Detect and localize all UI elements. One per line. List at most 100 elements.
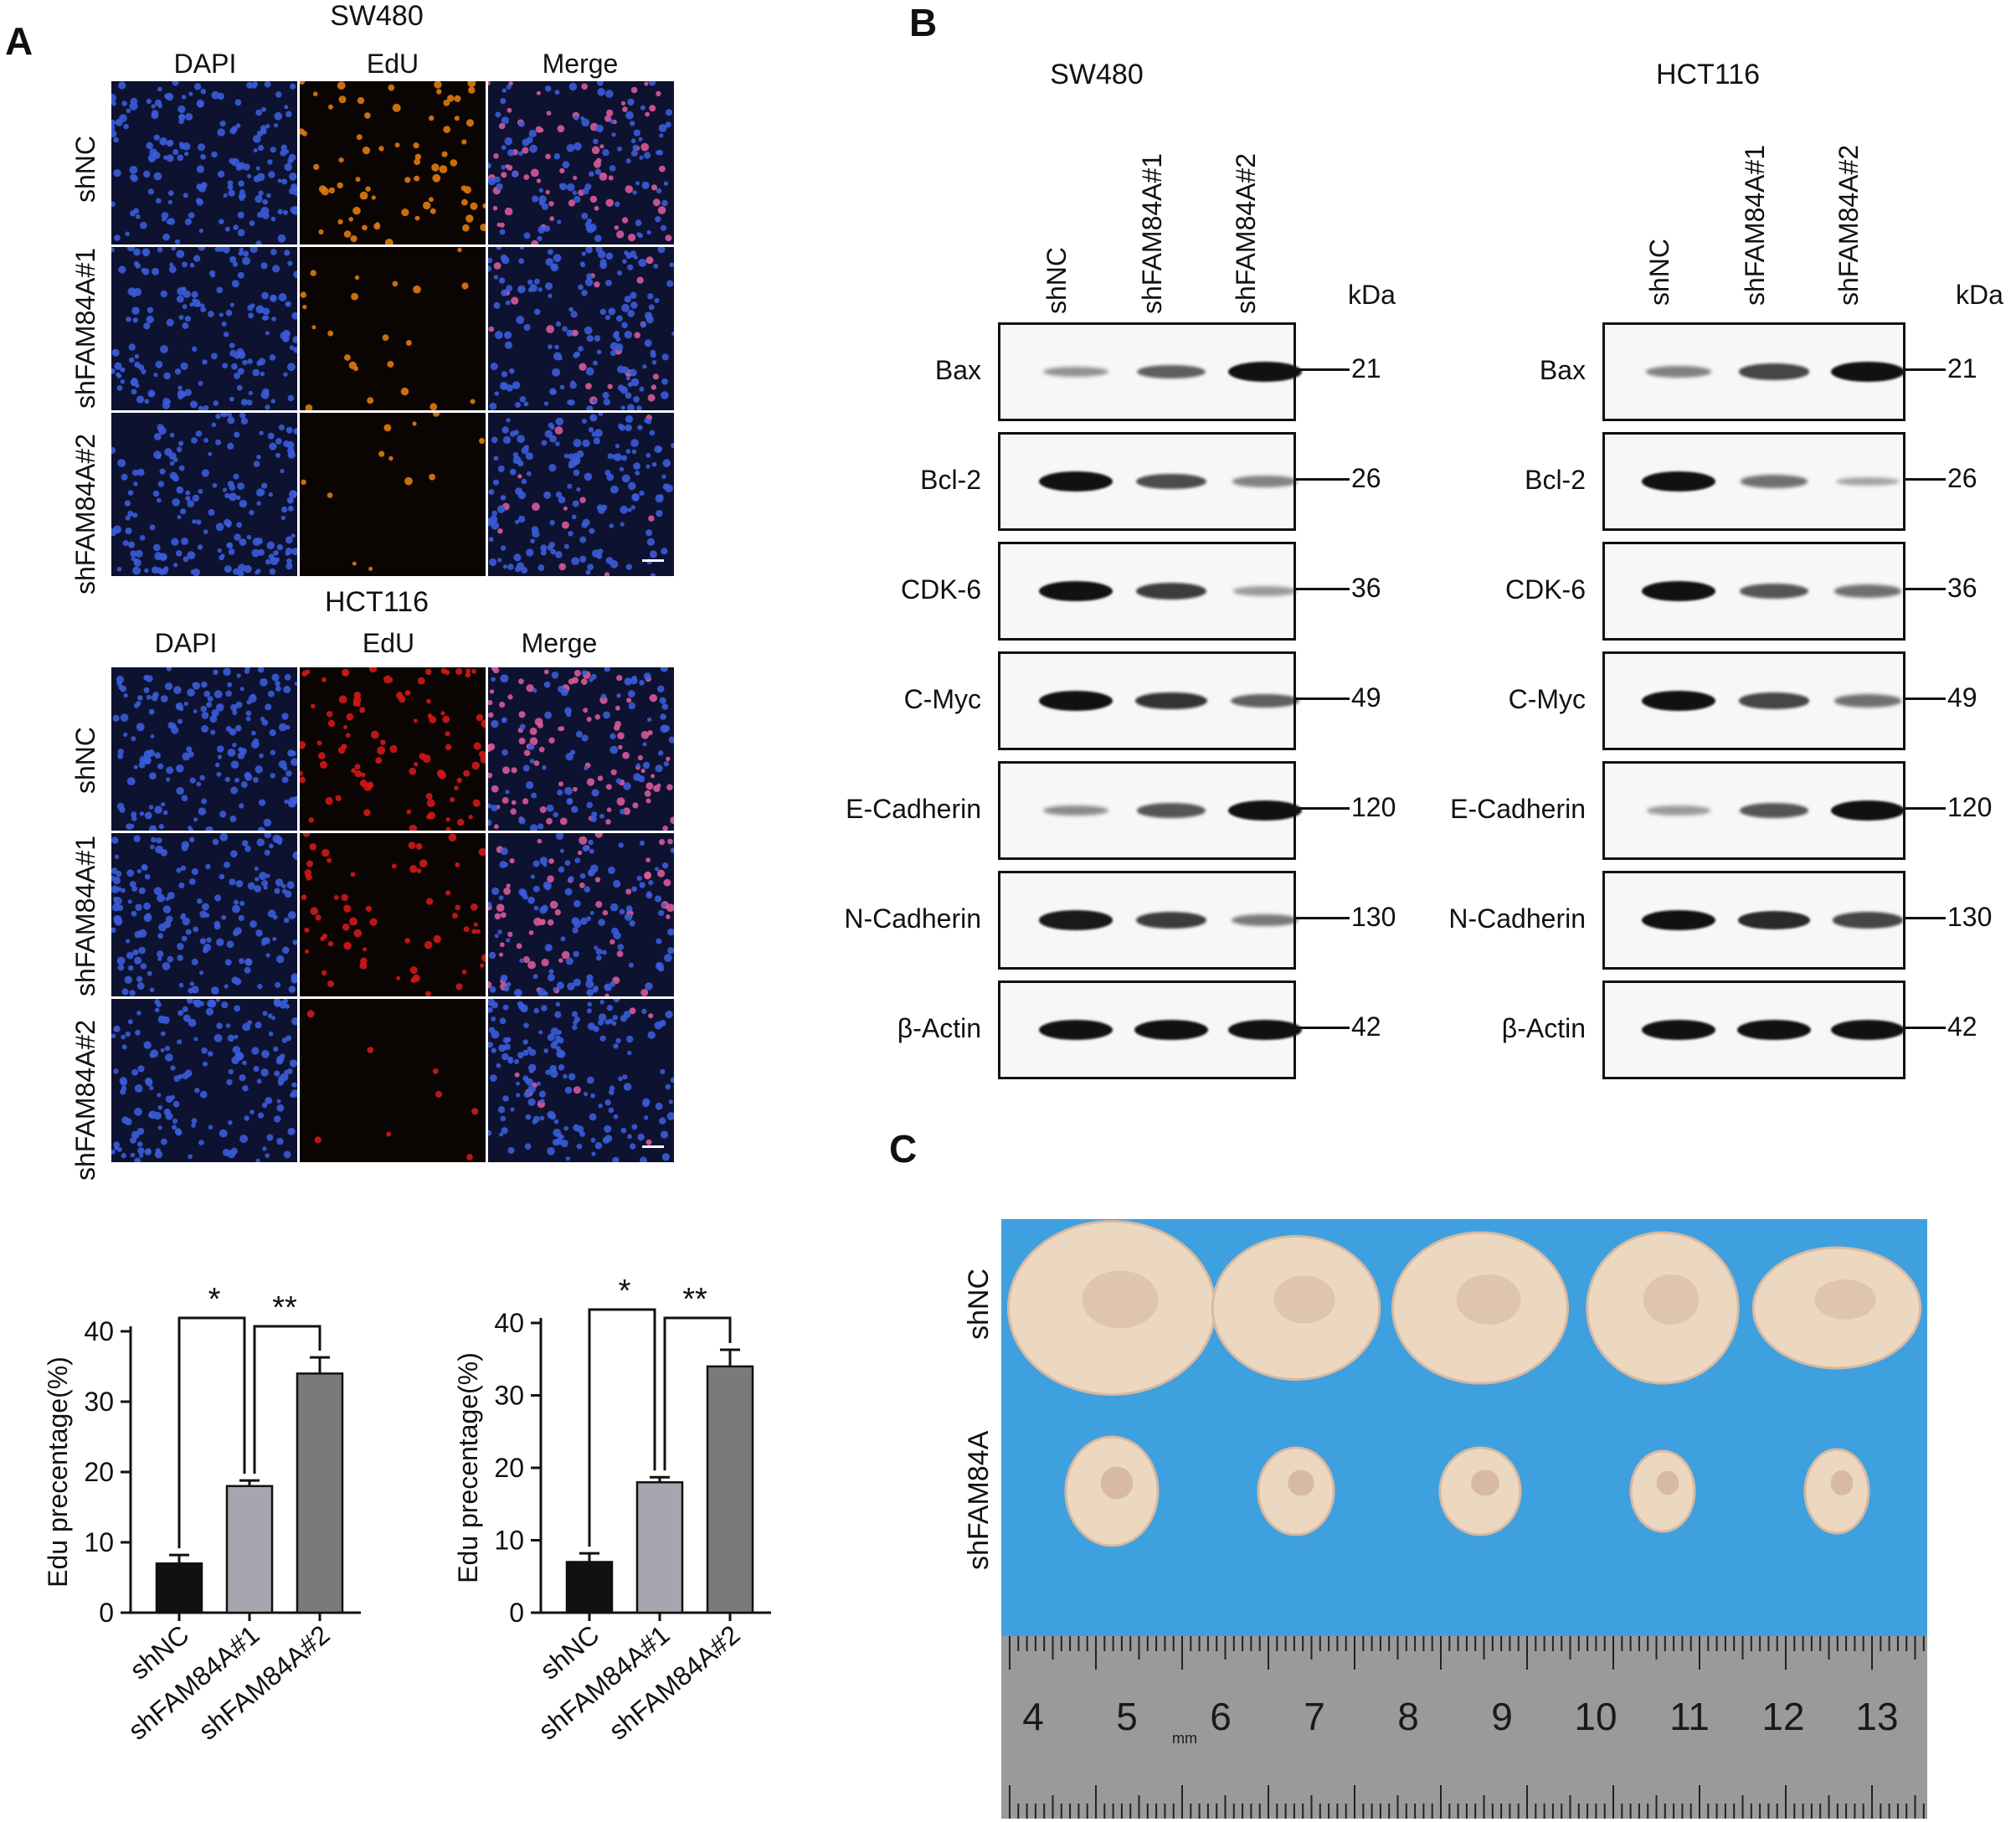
cell-dot	[252, 135, 261, 143]
cell-dot	[546, 817, 553, 825]
cell-dot	[640, 731, 650, 739]
cell-dot	[557, 1037, 564, 1044]
cell-dot	[237, 211, 244, 219]
cell-dot	[119, 114, 127, 122]
cell-dot	[191, 1118, 198, 1124]
cell-dot	[214, 894, 222, 902]
cell-dot	[605, 90, 614, 98]
micrograph-edu-row1	[300, 81, 486, 244]
micrograph-cells	[488, 833, 674, 996]
cell-dot	[128, 343, 136, 351]
cell-dot	[561, 950, 570, 960]
cell-dot	[635, 181, 640, 186]
protein-band	[1831, 800, 1905, 821]
cell-dot	[229, 396, 234, 402]
cell-dot	[162, 810, 168, 816]
cell-dot	[544, 430, 553, 438]
tumor-shading	[1814, 1279, 1876, 1320]
cell-dot	[178, 982, 184, 988]
cell-dot	[265, 953, 270, 958]
cell-dot	[350, 872, 356, 878]
cell-dot	[647, 293, 654, 300]
protein-label: β-Actin	[1501, 1013, 1586, 1043]
cell-dot	[615, 1037, 621, 1044]
cell-dot	[127, 541, 136, 548]
cell-dot	[239, 413, 246, 419]
cell-dot	[646, 229, 651, 235]
cell-dot	[501, 1053, 509, 1061]
cell-dot	[634, 332, 640, 339]
cell-dot	[659, 697, 666, 704]
cell-dot	[489, 402, 497, 410]
cell-dot	[219, 312, 224, 317]
cell-dot	[522, 1049, 529, 1056]
cell-dot	[554, 908, 561, 916]
cell-dot	[198, 247, 206, 251]
cell-dot	[553, 254, 562, 263]
cell-dot	[267, 159, 273, 165]
mw-marker-line	[1296, 588, 1350, 590]
y-tick-label: 0	[509, 1598, 524, 1628]
cell-dot	[558, 866, 565, 873]
cell-dot	[176, 764, 184, 773]
cell-dot	[368, 667, 378, 673]
protein-label: CDK-6	[1504, 574, 1586, 605]
cell-dot	[113, 525, 122, 534]
cell-dot	[239, 1135, 249, 1144]
cell-dot	[436, 89, 442, 95]
cell-dot	[148, 825, 157, 831]
cell-dot	[239, 499, 248, 508]
cell-dot	[609, 745, 619, 754]
cell-dot	[493, 153, 499, 159]
cell-dot	[645, 798, 651, 804]
cell-dot	[166, 915, 173, 924]
cell-dot	[157, 933, 164, 939]
protein-label: Bcl-2	[920, 465, 981, 495]
cell-dot	[153, 134, 160, 141]
cell-dot	[388, 84, 395, 91]
cell-dot	[660, 667, 668, 672]
cell-dot	[658, 750, 664, 756]
cell-dot	[354, 764, 361, 770]
cell-dot	[126, 777, 136, 785]
cell-dot	[662, 483, 670, 491]
mw-marker-line	[1905, 1027, 1946, 1029]
cell-dot	[120, 379, 126, 384]
cell-dot	[111, 247, 115, 253]
cell-dot	[137, 1065, 145, 1073]
cell-dot	[267, 1013, 273, 1019]
blot-strip	[998, 871, 1299, 970]
lane-label: shFAM84A#1	[1740, 144, 1770, 306]
cell-dot	[269, 729, 276, 737]
cell-dot	[503, 986, 510, 992]
cell-dot	[291, 548, 297, 556]
cell-dot	[516, 1093, 521, 1098]
protein-band	[1740, 475, 1808, 488]
significance-bracket	[663, 1316, 732, 1471]
cell-dot	[499, 942, 505, 948]
tumor-shading	[1273, 1275, 1335, 1324]
cell-dot	[571, 805, 579, 813]
cell-dot	[365, 186, 371, 192]
cell-dot	[135, 549, 143, 558]
cell-dot	[641, 181, 650, 189]
cell-dot	[598, 919, 605, 926]
cell-dot	[148, 708, 155, 715]
cell-dot	[223, 667, 231, 677]
micrograph-edu-row3	[300, 413, 486, 576]
cell-dot	[489, 986, 496, 993]
cell-dot	[579, 1131, 585, 1137]
cell-dot	[349, 917, 357, 926]
cell-dot	[188, 91, 193, 96]
cell-dot	[641, 1008, 647, 1015]
cell-dot	[260, 125, 267, 131]
cell-dot	[536, 1081, 541, 1086]
cell-dot	[628, 481, 636, 491]
cell-dot	[235, 164, 243, 171]
cell-dot	[623, 807, 630, 816]
cell-dot	[136, 1011, 141, 1016]
cell-dot	[278, 759, 287, 769]
cell-dot	[220, 413, 229, 418]
cell-dot	[628, 962, 634, 968]
